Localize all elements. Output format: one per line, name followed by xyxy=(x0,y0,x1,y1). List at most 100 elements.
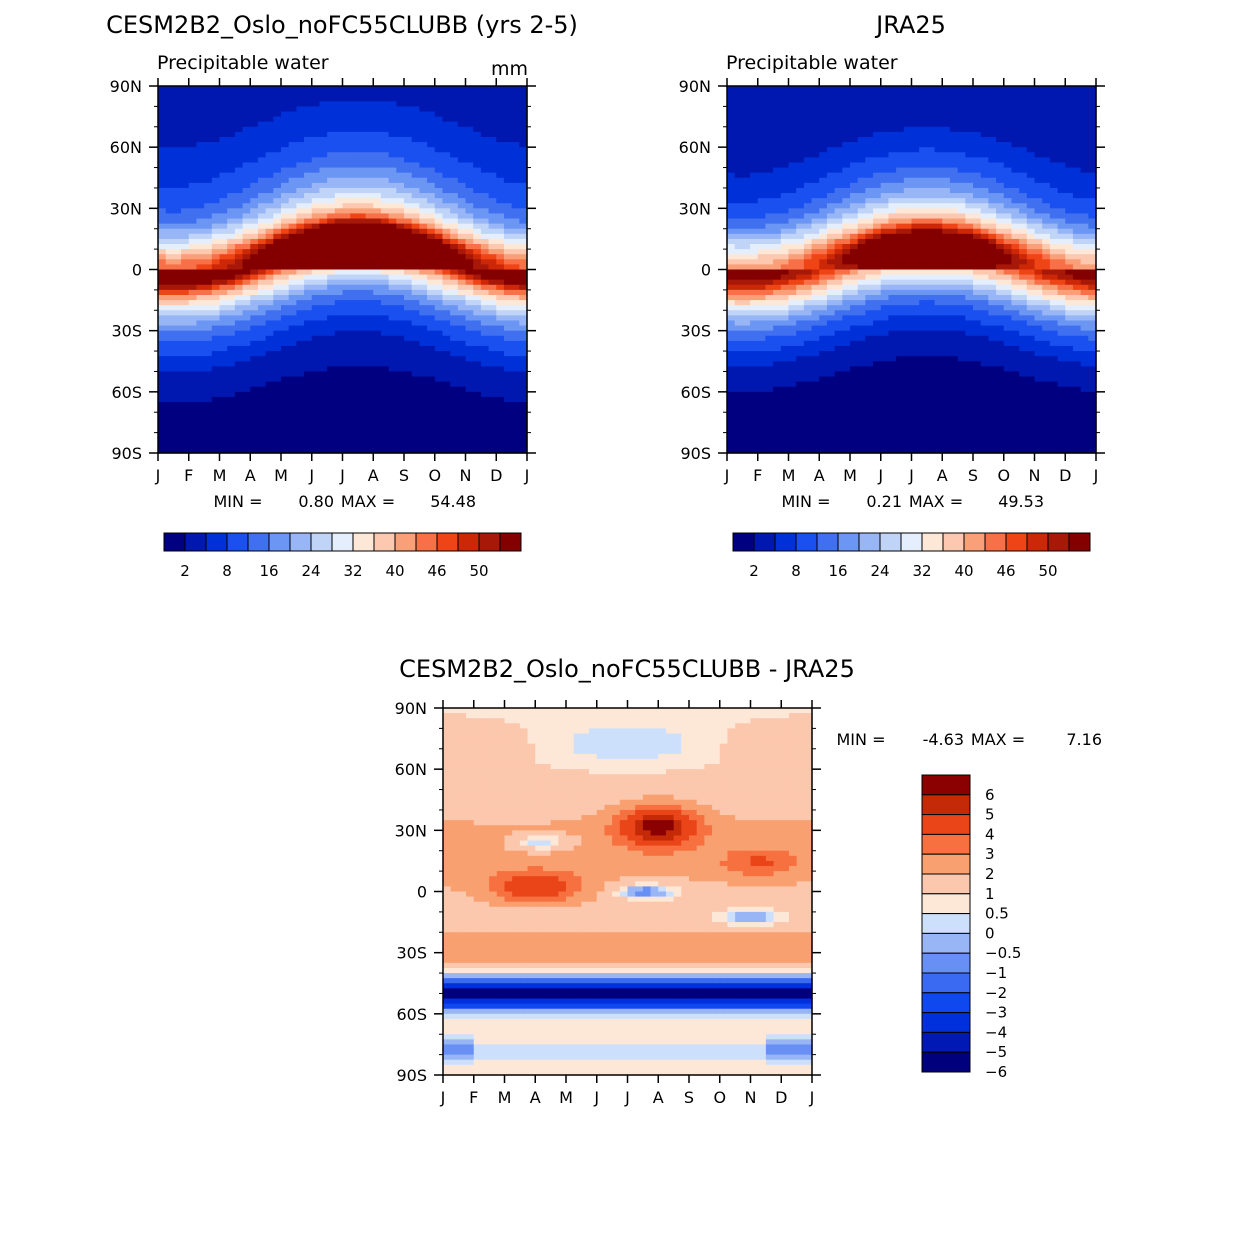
model-cell xyxy=(257,427,267,434)
model-cell xyxy=(250,111,259,118)
obs-cell xyxy=(965,193,974,199)
model-cell xyxy=(250,172,259,179)
model-cell xyxy=(257,310,267,316)
model-cell xyxy=(250,432,259,439)
model-cell xyxy=(442,437,451,444)
model-cell xyxy=(281,106,290,113)
model-cell xyxy=(288,147,297,153)
obs-cell xyxy=(742,111,751,118)
model-cell xyxy=(480,351,490,357)
model-cell xyxy=(257,269,267,276)
model-cell xyxy=(273,361,282,367)
model-cell xyxy=(419,177,428,184)
model-cell xyxy=(242,432,251,439)
model-cell xyxy=(503,407,513,413)
obs-cell xyxy=(826,213,836,220)
model-cell xyxy=(281,142,290,148)
model-cell xyxy=(404,182,413,189)
model-cell xyxy=(311,356,321,362)
model-cell xyxy=(234,167,244,174)
model-cell xyxy=(357,371,367,378)
model-cell xyxy=(503,101,513,107)
model-cell xyxy=(188,407,198,413)
model-cell xyxy=(327,335,336,342)
model-cell xyxy=(334,284,344,291)
obs-cell xyxy=(788,126,797,133)
model-cell xyxy=(465,315,474,322)
model-cell xyxy=(204,391,213,398)
model-cell xyxy=(465,407,474,413)
model-cell xyxy=(465,96,474,102)
model-cell xyxy=(488,315,497,322)
model-cell xyxy=(442,361,451,367)
obs-cell xyxy=(1065,86,1074,92)
model-cell xyxy=(311,249,321,255)
model-cell xyxy=(342,432,351,439)
model-cell xyxy=(281,325,290,332)
model-cell xyxy=(511,238,520,245)
model-cell xyxy=(465,182,474,189)
obs-cell xyxy=(834,96,843,102)
obs-cell xyxy=(773,208,782,215)
obs-cell xyxy=(780,126,790,133)
model-cell xyxy=(411,121,420,128)
model-cell xyxy=(227,345,236,352)
model-cell xyxy=(257,371,267,378)
model-cell xyxy=(411,162,420,169)
model-cell xyxy=(365,136,374,143)
model-cell xyxy=(165,111,174,118)
model-cell xyxy=(311,238,321,245)
model-cell xyxy=(411,335,420,342)
model-cell xyxy=(281,198,290,204)
obs-cell xyxy=(942,162,951,169)
obs-cell xyxy=(880,223,890,230)
obs-cell xyxy=(996,126,1005,133)
obs-cell xyxy=(727,233,736,240)
model-cell xyxy=(281,305,290,311)
model-cell xyxy=(365,300,374,306)
model-cell xyxy=(196,91,205,97)
obs-cell xyxy=(873,208,882,215)
obs-cell xyxy=(911,203,920,209)
panel-model-min-value: 0.80 xyxy=(298,492,334,511)
model-cell xyxy=(211,315,221,322)
obs-cell xyxy=(957,228,966,235)
model-cell xyxy=(181,376,190,383)
obs-cell xyxy=(880,136,890,143)
model-cell xyxy=(327,310,336,316)
model-cell xyxy=(196,391,205,398)
model-cell xyxy=(388,213,397,220)
obs-cell xyxy=(734,126,743,133)
model-cell xyxy=(419,157,428,164)
model-cell xyxy=(257,136,267,143)
model-cell xyxy=(211,417,221,424)
model-cell xyxy=(380,422,390,429)
obs-cell xyxy=(1065,162,1074,169)
model-cell xyxy=(442,391,451,398)
model-cell xyxy=(404,279,413,286)
model-cell xyxy=(465,345,474,352)
model-cell xyxy=(442,447,451,454)
model-cell xyxy=(304,208,313,215)
model-cell xyxy=(227,422,236,429)
model-cell xyxy=(257,152,267,158)
model-cell xyxy=(304,228,313,235)
model-cell xyxy=(511,284,520,291)
obs-cell xyxy=(842,142,851,148)
model-cell xyxy=(427,417,436,424)
obs-cell xyxy=(819,96,828,102)
model-cell xyxy=(165,198,174,204)
obs-cell xyxy=(865,142,874,148)
model-cell xyxy=(311,391,321,398)
model-cell xyxy=(450,315,459,322)
model-cell xyxy=(265,391,274,398)
model-cell xyxy=(511,249,520,255)
model-cell xyxy=(204,172,213,179)
model-cell xyxy=(419,376,428,383)
model-cell xyxy=(396,335,405,342)
model-cell xyxy=(211,152,221,158)
model-cell xyxy=(465,274,474,281)
model-cell xyxy=(296,340,305,347)
model-cell xyxy=(304,249,313,255)
model-cell xyxy=(388,182,397,189)
